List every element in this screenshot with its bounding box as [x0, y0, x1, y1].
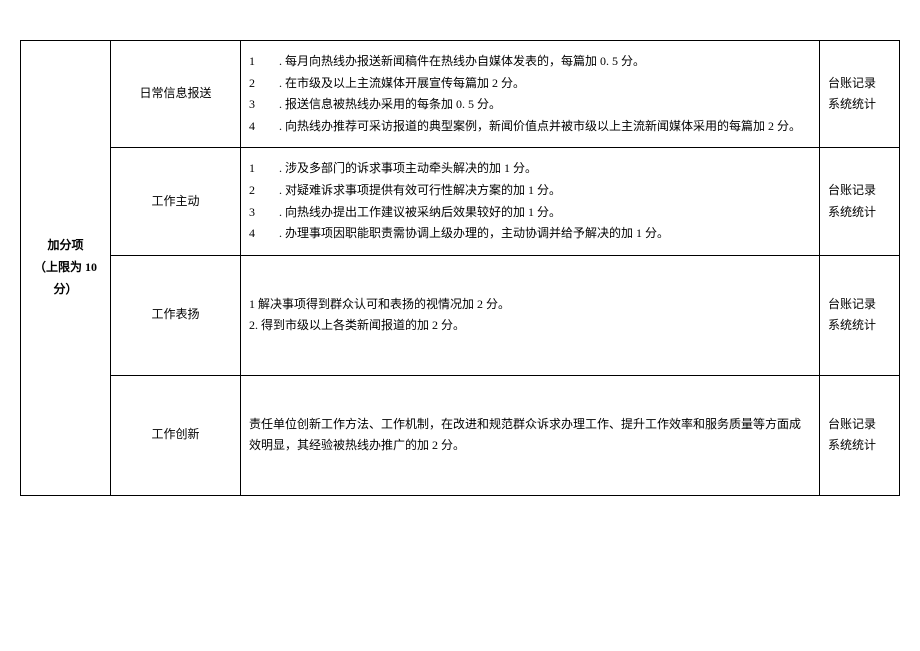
- method-cell: 台账记录系统统计: [820, 255, 900, 375]
- subitem-label: 工作表扬: [151, 307, 199, 321]
- subitem-cell: 日常信息报送: [111, 41, 241, 148]
- category-cell: 加分项（上限为 10 分）: [21, 41, 111, 496]
- content-cell: 1 . 涉及多部门的诉求事项主动牵头解决的加 1 分。 2 . 对疑难诉求事项提…: [241, 148, 820, 255]
- subitem-label: 日常信息报送: [139, 86, 211, 100]
- content-cell: 1 解决事项得到群众认可和表扬的视情况加 2 分。 2. 得到市级以上各类新闻报…: [241, 255, 820, 375]
- content-line: 2 . 对疑难诉求事项提供有效可行性解决方案的加 1 分。: [249, 180, 811, 202]
- content-line: 4 . 向热线办推荐可采访报道的典型案例，新闻价值点并被市级以上主流新闻媒体采用…: [249, 116, 811, 138]
- content-line: 4 . 办理事项因职能职责需协调上级办理的，主动协调并给予解决的加 1 分。: [249, 223, 811, 245]
- method-cell: 台账记录系统统计: [820, 41, 900, 148]
- scoring-table: 加分项（上限为 10 分） 日常信息报送 1 . 每月向热线办报送新闻稿件在热线…: [20, 40, 900, 496]
- table-row: 加分项（上限为 10 分） 日常信息报送 1 . 每月向热线办报送新闻稿件在热线…: [21, 41, 900, 148]
- content-line: 2. 得到市级以上各类新闻报道的加 2 分。: [249, 315, 811, 337]
- table-row: 工作表扬 1 解决事项得到群众认可和表扬的视情况加 2 分。 2. 得到市级以上…: [21, 255, 900, 375]
- content-line: 1 解决事项得到群众认可和表扬的视情况加 2 分。: [249, 294, 811, 316]
- content-line: 责任单位创新工作方法、工作机制，在改进和规范群众诉求办理工作、提升工作效率和服务…: [249, 414, 811, 457]
- content-line: 1 . 涉及多部门的诉求事项主动牵头解决的加 1 分。: [249, 158, 811, 180]
- content-line: 3 . 报送信息被热线办采用的每条加 0. 5 分。: [249, 94, 811, 116]
- content-line: 2 . 在市级及以上主流媒体开展宣传每篇加 2 分。: [249, 73, 811, 95]
- subitem-cell: 工作主动: [111, 148, 241, 255]
- subitem-cell: 工作创新: [111, 375, 241, 495]
- subitem-label: 工作主动: [151, 194, 199, 208]
- method-label: 台账记录系统统计: [828, 297, 876, 333]
- method-label: 台账记录系统统计: [828, 183, 876, 219]
- method-label: 台账记录系统统计: [828, 417, 876, 453]
- content-cell: 责任单位创新工作方法、工作机制，在改进和规范群众诉求办理工作、提升工作效率和服务…: [241, 375, 820, 495]
- subitem-cell: 工作表扬: [111, 255, 241, 375]
- method-label: 台账记录系统统计: [828, 76, 876, 112]
- document-page: 加分项（上限为 10 分） 日常信息报送 1 . 每月向热线办报送新闻稿件在热线…: [20, 40, 900, 496]
- content-line: 1 . 每月向热线办报送新闻稿件在热线办自媒体发表的，每篇加 0. 5 分。: [249, 51, 811, 73]
- category-label: 加分项（上限为 10 分）: [34, 238, 97, 295]
- table-row: 工作主动 1 . 涉及多部门的诉求事项主动牵头解决的加 1 分。 2 . 对疑难…: [21, 148, 900, 255]
- table-row: 工作创新 责任单位创新工作方法、工作机制，在改进和规范群众诉求办理工作、提升工作…: [21, 375, 900, 495]
- content-line: 3 . 向热线办提出工作建议被采纳后效果较好的加 1 分。: [249, 202, 811, 224]
- content-cell: 1 . 每月向热线办报送新闻稿件在热线办自媒体发表的，每篇加 0. 5 分。 2…: [241, 41, 820, 148]
- subitem-label: 工作创新: [151, 427, 199, 441]
- method-cell: 台账记录系统统计: [820, 148, 900, 255]
- method-cell: 台账记录系统统计: [820, 375, 900, 495]
